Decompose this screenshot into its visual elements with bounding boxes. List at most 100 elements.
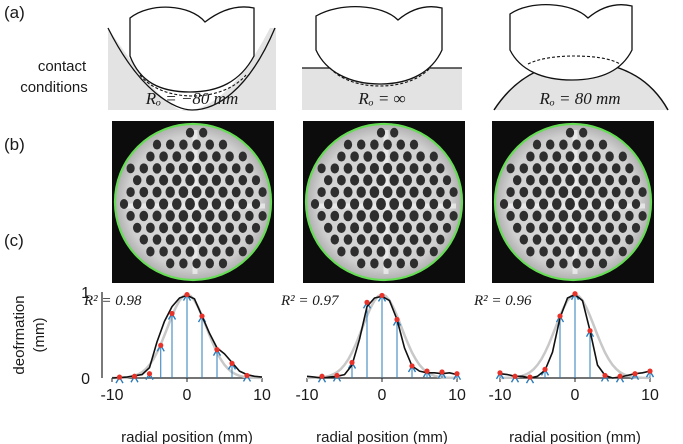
- marker-dot: [638, 187, 647, 198]
- marker-dot: [598, 234, 608, 245]
- marker-dot: [218, 234, 228, 245]
- marker-dot: [350, 174, 360, 186]
- marker-dot: [422, 186, 432, 198]
- marker-dot: [205, 210, 215, 222]
- y-tick-label: 0: [81, 371, 90, 388]
- x-tick-label: -10: [295, 387, 318, 404]
- marker-dot: [585, 186, 595, 198]
- marker-dot: [363, 246, 373, 257]
- marker-dot: [605, 198, 615, 210]
- marker-dot: [422, 210, 432, 222]
- data-point: [542, 366, 548, 372]
- marker-dot: [132, 222, 142, 233]
- marker-dot: [172, 151, 182, 162]
- marker-dot: [317, 187, 326, 198]
- marker-dot: [376, 222, 386, 234]
- marker-dot: [172, 198, 182, 210]
- contact-schematic-concave: Rₒ = −80 mm: [107, 6, 276, 111]
- marker-dot: [396, 162, 406, 174]
- marker-dot: [526, 174, 535, 186]
- marker-dot: [198, 174, 208, 186]
- marker-dot: [139, 163, 149, 174]
- marker-dot: [192, 162, 202, 174]
- marker-dot: [178, 210, 189, 222]
- marker-dot: [205, 186, 215, 198]
- data-point: [497, 370, 503, 376]
- marker-dot: [152, 186, 162, 198]
- data-point: [349, 359, 355, 366]
- marker-dot: [585, 210, 595, 222]
- marker-dot: [416, 198, 426, 210]
- marker-dot: [369, 186, 380, 198]
- marker-dot: [166, 258, 175, 269]
- x-tick-label: 10: [448, 387, 466, 404]
- marker-dot: [245, 210, 254, 222]
- marker-dot: [416, 246, 425, 257]
- marker-dot: [409, 210, 419, 222]
- marker-dot: [146, 151, 155, 162]
- r-squared-label: R² = 0.97: [280, 293, 340, 309]
- marker-dot: [343, 163, 353, 174]
- marker-dot: [198, 222, 208, 234]
- marker-dot: [449, 187, 458, 198]
- marker-dot: [598, 139, 608, 150]
- data-point: [602, 372, 608, 379]
- marker-dot: [625, 163, 634, 174]
- marker-dot: [572, 139, 581, 150]
- marker-dot: [126, 187, 135, 198]
- marker-dot: [356, 234, 366, 245]
- marker-dot: [198, 198, 209, 210]
- marker-dot: [350, 222, 360, 234]
- marker-dot: [218, 258, 228, 269]
- data-point: [647, 368, 653, 374]
- marker-dot: [152, 234, 162, 245]
- svg-text:contact: contact: [38, 58, 87, 75]
- marker-dot: [611, 210, 621, 222]
- marker-dot: [225, 246, 234, 257]
- x-tick-label: -10: [488, 387, 511, 404]
- marker-dot: [382, 210, 393, 222]
- tactile-image-2: [303, 121, 465, 283]
- marker-dot: [205, 258, 214, 269]
- marker-dot: [526, 246, 535, 257]
- data-point: [199, 313, 205, 319]
- marker-dot: [611, 234, 621, 245]
- y-axis-label: deofrmation: [11, 295, 28, 374]
- marker-dot: [369, 210, 380, 222]
- marker-dot: [605, 151, 614, 162]
- marker-dot: [396, 139, 406, 150]
- marker-dot: [512, 198, 522, 210]
- marker-dot: [179, 258, 188, 269]
- marker-dot: [258, 187, 267, 198]
- x-tick-label: 0: [183, 387, 192, 404]
- marker-dot: [192, 234, 202, 246]
- marker-dot: [238, 151, 247, 162]
- marker-dot: [238, 222, 248, 233]
- panel-label-a: (a): [4, 3, 25, 22]
- r-squared-label: R² = 0.98: [83, 293, 142, 309]
- marker-dot: [152, 139, 162, 150]
- svg-text:conditions: conditions: [20, 79, 88, 96]
- marker-dot: [369, 234, 379, 246]
- marker-dot: [330, 210, 340, 222]
- marker-dot: [429, 151, 438, 162]
- deformation-charts: -10 0 10 0 1 radial position (mm) deofrmation(…: [11, 285, 659, 444]
- contact-schematic-convex: Rₒ = 80 mm: [493, 4, 669, 111]
- marker-dot: [403, 246, 412, 257]
- x-tick-label: 0: [378, 387, 387, 404]
- marker-dot: [251, 198, 261, 210]
- marker-dot: [559, 139, 568, 150]
- marker-dot: [126, 163, 135, 174]
- marker-dot: [383, 234, 393, 246]
- marker-dot: [119, 199, 129, 209]
- data-point: [587, 328, 593, 334]
- marker-dot: [343, 139, 353, 150]
- marker-dot: [343, 210, 353, 222]
- marker-dot: [552, 174, 562, 186]
- x-axis-label: radial position (mm): [316, 429, 448, 444]
- marker-dot: [578, 246, 588, 257]
- marker-dot: [139, 210, 149, 222]
- marker-dot: [238, 175, 248, 186]
- marker-dot: [382, 186, 393, 198]
- marker-dot: [618, 175, 628, 186]
